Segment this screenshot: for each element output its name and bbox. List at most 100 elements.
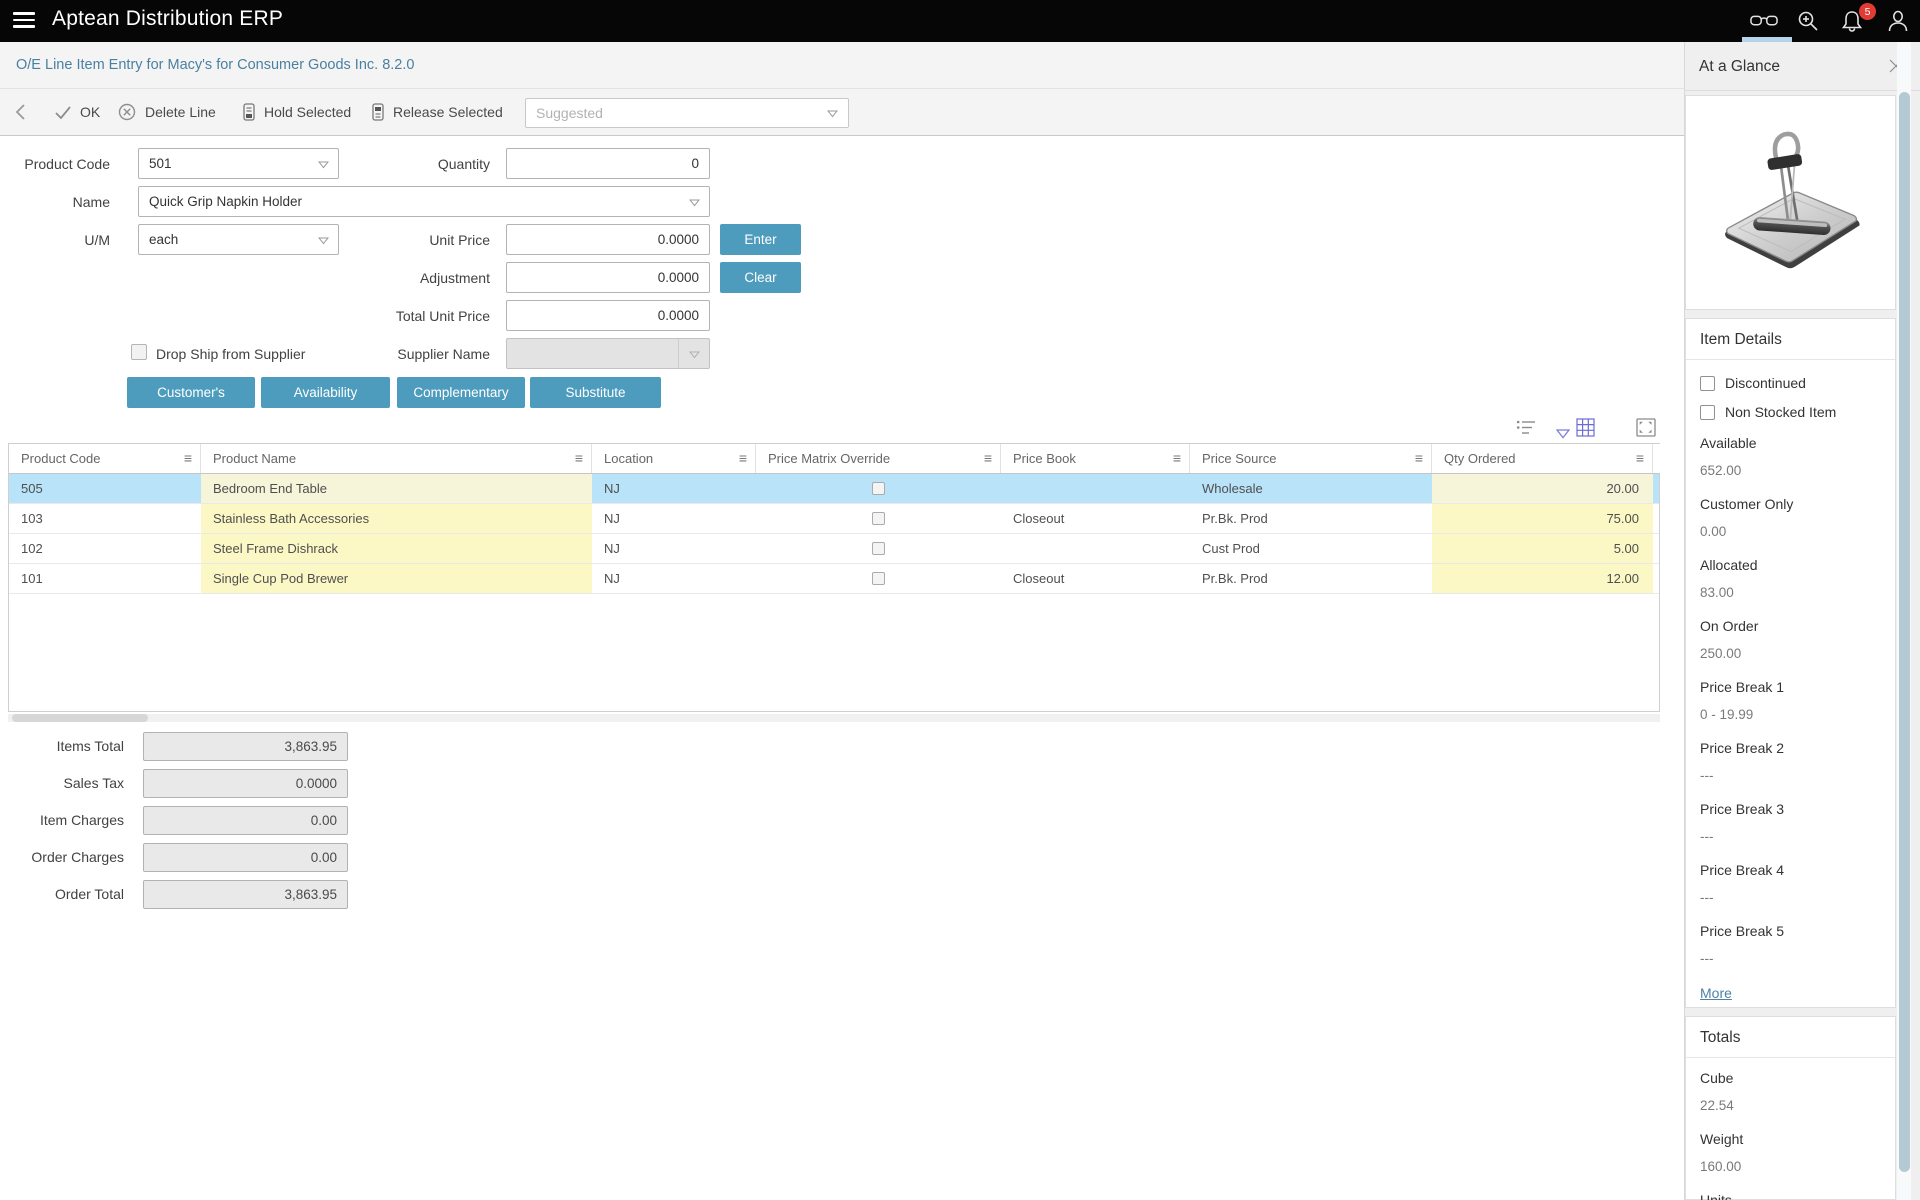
- at-a-glance-panel: At a Glance: [1684, 42, 1920, 1200]
- grid-details-view-icon[interactable]: [1516, 419, 1536, 441]
- supplier-name-combobox: [506, 338, 710, 369]
- column-header-price-matrix-override[interactable]: Price Matrix Override ≡: [756, 444, 1001, 473]
- enter-button[interactable]: Enter: [720, 224, 801, 255]
- complementary-button[interactable]: Complementary: [397, 377, 525, 408]
- suggested-dropdown[interactable]: Suggested: [525, 98, 849, 128]
- on-order-field: On Order 250.00: [1700, 618, 1759, 661]
- product-image: [1686, 96, 1895, 309]
- grid-view-chevron-icon[interactable]: [1555, 426, 1571, 444]
- quantity-input[interactable]: 0: [506, 148, 710, 179]
- app-title: Aptean Distribution ERP: [52, 7, 284, 30]
- breadcrumb-bar: O/E Line Item Entry for Macy's for Consu…: [0, 42, 1920, 88]
- price-matrix-override-checkbox[interactable]: [872, 482, 885, 495]
- release-selected-button[interactable]: Release Selected: [372, 89, 503, 135]
- adjustment-label: Adjustment: [419, 270, 490, 286]
- non-stocked-item-checkbox-row[interactable]: Non Stocked Item: [1700, 404, 1881, 420]
- adjustment-input[interactable]: 0.0000: [506, 262, 710, 293]
- units-field: Units: [1700, 1192, 1732, 1200]
- order-charges-label: Order Charges: [31, 849, 124, 865]
- price-matrix-override-checkbox[interactable]: [872, 572, 885, 585]
- price-matrix-override-checkbox[interactable]: [872, 542, 885, 555]
- sales-tax-label: Sales Tax: [63, 775, 124, 791]
- grid-expand-icon[interactable]: [1636, 418, 1656, 442]
- price-matrix-override-checkbox[interactable]: [872, 512, 885, 525]
- hold-selected-button[interactable]: Hold Selected: [243, 89, 351, 135]
- app-bar: Aptean Distribution ERP 5: [0, 0, 1920, 42]
- available-field: Available 652.00: [1700, 435, 1757, 478]
- panel-totals-card: Totals Cube 22.54 Weight 160.00 Units: [1685, 1016, 1896, 1200]
- column-menu-icon[interactable]: ≡: [1414, 450, 1423, 466]
- unit-price-input[interactable]: 0.0000: [506, 224, 710, 255]
- column-header-price-source[interactable]: Price Source ≡: [1190, 444, 1432, 473]
- order-total-label: Order Total: [55, 886, 124, 902]
- column-menu-icon[interactable]: ≡: [738, 450, 747, 466]
- grid-row-103[interactable]: 103 Stainless Bath Accessories NJ Closeo…: [9, 504, 1659, 534]
- discontinued-checkbox[interactable]: [1700, 375, 1715, 391]
- grid-row-505[interactable]: 505 Bedroom End Table NJ Wholesale 20.00: [9, 474, 1659, 504]
- non-stocked-item-checkbox[interactable]: [1700, 404, 1715, 420]
- order-charges-field: 0.00: [143, 843, 348, 872]
- drop-ship-checkbox[interactable]: [131, 344, 147, 360]
- order-total-field: 3,863.95: [143, 880, 348, 909]
- column-header-product-code[interactable]: Product Code ≡: [9, 444, 201, 473]
- product-code-combobox[interactable]: 501: [138, 148, 339, 179]
- delete-line-button[interactable]: Delete Line: [118, 89, 216, 135]
- total-unit-price-label: Total Unit Price: [395, 308, 490, 324]
- active-tool-indicator: [1742, 37, 1792, 42]
- product-code-label: Product Code: [24, 156, 110, 172]
- column-menu-icon[interactable]: ≡: [1635, 450, 1644, 466]
- chevron-down-icon: [318, 161, 329, 169]
- um-combobox[interactable]: each: [138, 224, 339, 255]
- chevron-down-icon: [318, 237, 329, 245]
- column-menu-icon[interactable]: ≡: [183, 450, 192, 466]
- hold-icon: [243, 103, 255, 121]
- total-unit-price-input[interactable]: 0.0000: [506, 300, 710, 331]
- price-break-3-field: Price Break 3 ---: [1700, 801, 1785, 844]
- panel-scrollbar-thumb[interactable]: [1899, 92, 1910, 1172]
- grid-layout-icon[interactable]: [1576, 418, 1595, 442]
- customers-button[interactable]: Customer's: [127, 377, 255, 408]
- column-header-product-name[interactable]: Product Name ≡: [201, 444, 592, 473]
- panel-totals-title: Totals: [1686, 1017, 1895, 1058]
- discontinued-checkbox-row[interactable]: Discontinued: [1700, 375, 1881, 391]
- breadcrumb[interactable]: O/E Line Item Entry for Macy's for Consu…: [16, 57, 415, 73]
- menu-icon[interactable]: [13, 12, 35, 30]
- more-link[interactable]: More: [1700, 985, 1732, 1001]
- column-menu-icon[interactable]: ≡: [1172, 450, 1181, 466]
- notification-badge: 5: [1859, 3, 1876, 20]
- grid-row-102[interactable]: 102 Steel Frame Dishrack NJ Cust Prod 5.…: [9, 534, 1659, 564]
- column-menu-icon[interactable]: ≡: [574, 450, 583, 466]
- item-details-title: Item Details: [1686, 319, 1895, 360]
- customer-only-field: Customer Only 0.00: [1700, 496, 1794, 539]
- items-total-field: 3,863.95: [143, 732, 348, 761]
- release-icon: [372, 103, 384, 121]
- clear-button[interactable]: Clear: [720, 262, 801, 293]
- column-header-location[interactable]: Location ≡: [592, 444, 756, 473]
- cube-field: Cube 22.54: [1700, 1070, 1734, 1113]
- grid-header-row: Product Code ≡ Product Name ≡ Location ≡ Pr…: [9, 444, 1677, 474]
- user-icon[interactable]: [1884, 8, 1912, 34]
- column-menu-icon[interactable]: ≡: [983, 450, 992, 466]
- notifications-bell-icon[interactable]: [1838, 8, 1866, 34]
- zoom-in-icon[interactable]: [1794, 8, 1822, 34]
- supplier-name-label: Supplier Name: [397, 346, 490, 362]
- grid-row-101[interactable]: 101 Single Cup Pod Brewer NJ Closeout Pr…: [9, 564, 1659, 594]
- column-header-price-book[interactable]: Price Book ≡: [1001, 444, 1190, 473]
- scrollbar-thumb[interactable]: [12, 714, 148, 722]
- chevron-down-icon: [689, 351, 700, 359]
- column-header-qty-ordered[interactable]: Qty Ordered ≡: [1432, 444, 1653, 473]
- availability-button[interactable]: Availability: [261, 377, 390, 408]
- back-chevron-icon: [15, 104, 25, 120]
- sales-tax-field: 0.0000: [143, 769, 348, 798]
- back-button[interactable]: [14, 89, 26, 135]
- name-combobox[interactable]: Quick Grip Napkin Holder: [138, 186, 710, 217]
- substitute-button[interactable]: Substitute: [530, 377, 661, 408]
- price-break-5-field: Price Break 5 ---: [1700, 923, 1785, 966]
- grid-horizontal-scrollbar[interactable]: [8, 714, 1660, 722]
- check-icon: [55, 105, 71, 119]
- ok-button[interactable]: OK: [55, 89, 100, 135]
- quantity-label: Quantity: [437, 156, 490, 172]
- delete-circle-icon: [118, 103, 136, 121]
- glasses-icon[interactable]: [1750, 8, 1778, 34]
